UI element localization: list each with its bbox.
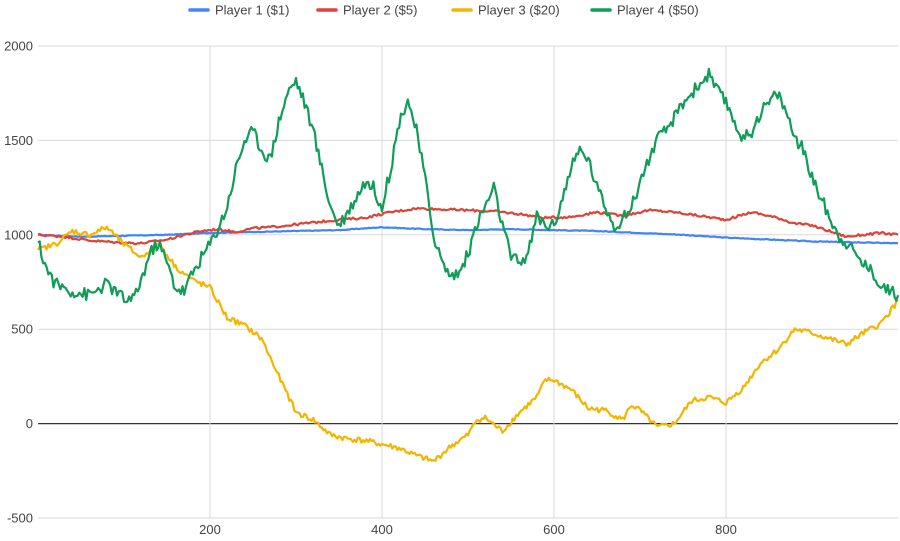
legend-label: Player 4 ($50) <box>617 3 699 18</box>
y-tick-label: 0 <box>26 416 33 431</box>
x-tick-label: 400 <box>371 522 393 537</box>
chart-series <box>37 67 900 462</box>
series-line <box>37 225 899 462</box>
x-tick-label: 200 <box>199 522 221 537</box>
y-tick-label: 2000 <box>4 39 33 54</box>
y-tick-label: -500 <box>7 511 33 526</box>
series-line <box>37 226 899 245</box>
y-tick-label: 1500 <box>4 133 33 148</box>
y-tick-label: 500 <box>11 322 33 337</box>
series-line <box>37 206 899 246</box>
chart-grid <box>38 45 898 519</box>
series-line <box>37 67 900 304</box>
x-tick-label: 600 <box>543 522 565 537</box>
legend-label: Player 1 ($1) <box>215 3 289 18</box>
x-axis: 200 400 600 800 <box>199 522 737 537</box>
x-tick-label: 800 <box>715 522 737 537</box>
y-tick-label: 1000 <box>4 227 33 242</box>
y-axis: -500 0 500 1000 1500 2000 <box>4 39 33 526</box>
legend-label: Player 2 ($5) <box>343 3 417 18</box>
legend-label: Player 3 ($20) <box>478 3 560 18</box>
chart-legend: Player 1 ($1) Player 2 ($5) Player 3 ($20)… <box>188 3 699 18</box>
